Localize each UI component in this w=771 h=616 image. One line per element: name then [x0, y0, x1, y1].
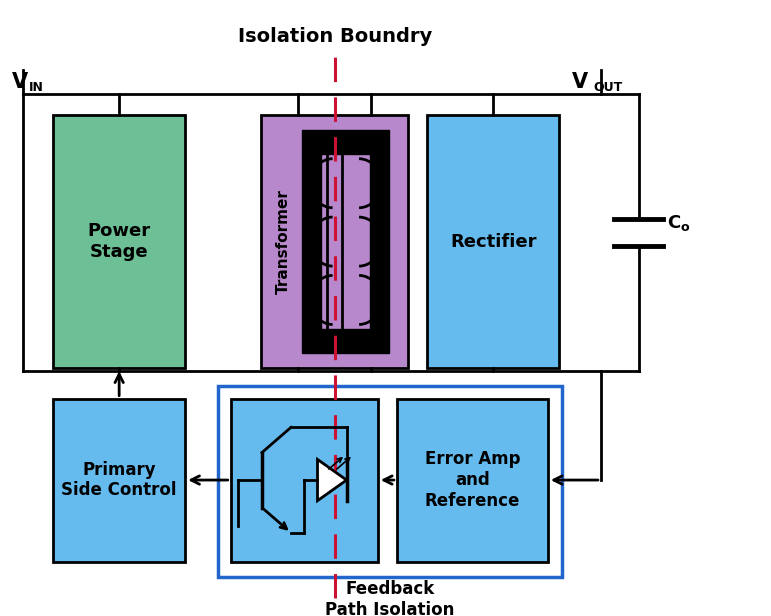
Text: OUT: OUT — [594, 81, 622, 94]
Text: Error Amp
and
Reference: Error Amp and Reference — [425, 450, 520, 510]
Bar — [261, 115, 408, 368]
Bar — [217, 386, 561, 577]
Bar — [53, 399, 185, 562]
Bar — [370, 154, 389, 329]
Text: Power
Stage: Power Stage — [88, 222, 150, 261]
Text: IN: IN — [29, 81, 44, 94]
Bar — [302, 329, 389, 353]
Text: Primary
Side Control: Primary Side Control — [62, 461, 177, 500]
Text: Transformer: Transformer — [276, 189, 291, 294]
Text: Isolation Boundry: Isolation Boundry — [237, 27, 432, 46]
Text: $\mathbf{V}$: $\mathbf{V}$ — [571, 71, 589, 92]
Text: Rectifier: Rectifier — [450, 233, 537, 251]
Bar — [231, 399, 378, 562]
Bar — [397, 399, 548, 562]
Bar — [427, 115, 559, 368]
Polygon shape — [318, 460, 347, 501]
Text: $\mathbf{V}$: $\mathbf{V}$ — [12, 71, 29, 92]
Bar — [302, 154, 322, 329]
Text: $\mathbf{C_o}$: $\mathbf{C_o}$ — [668, 214, 691, 233]
Bar — [53, 115, 185, 368]
Bar — [302, 130, 389, 154]
Text: Feedback
Path Isolation
(Usually Optocouplers): Feedback Path Isolation (Usually Optocou… — [282, 580, 497, 616]
